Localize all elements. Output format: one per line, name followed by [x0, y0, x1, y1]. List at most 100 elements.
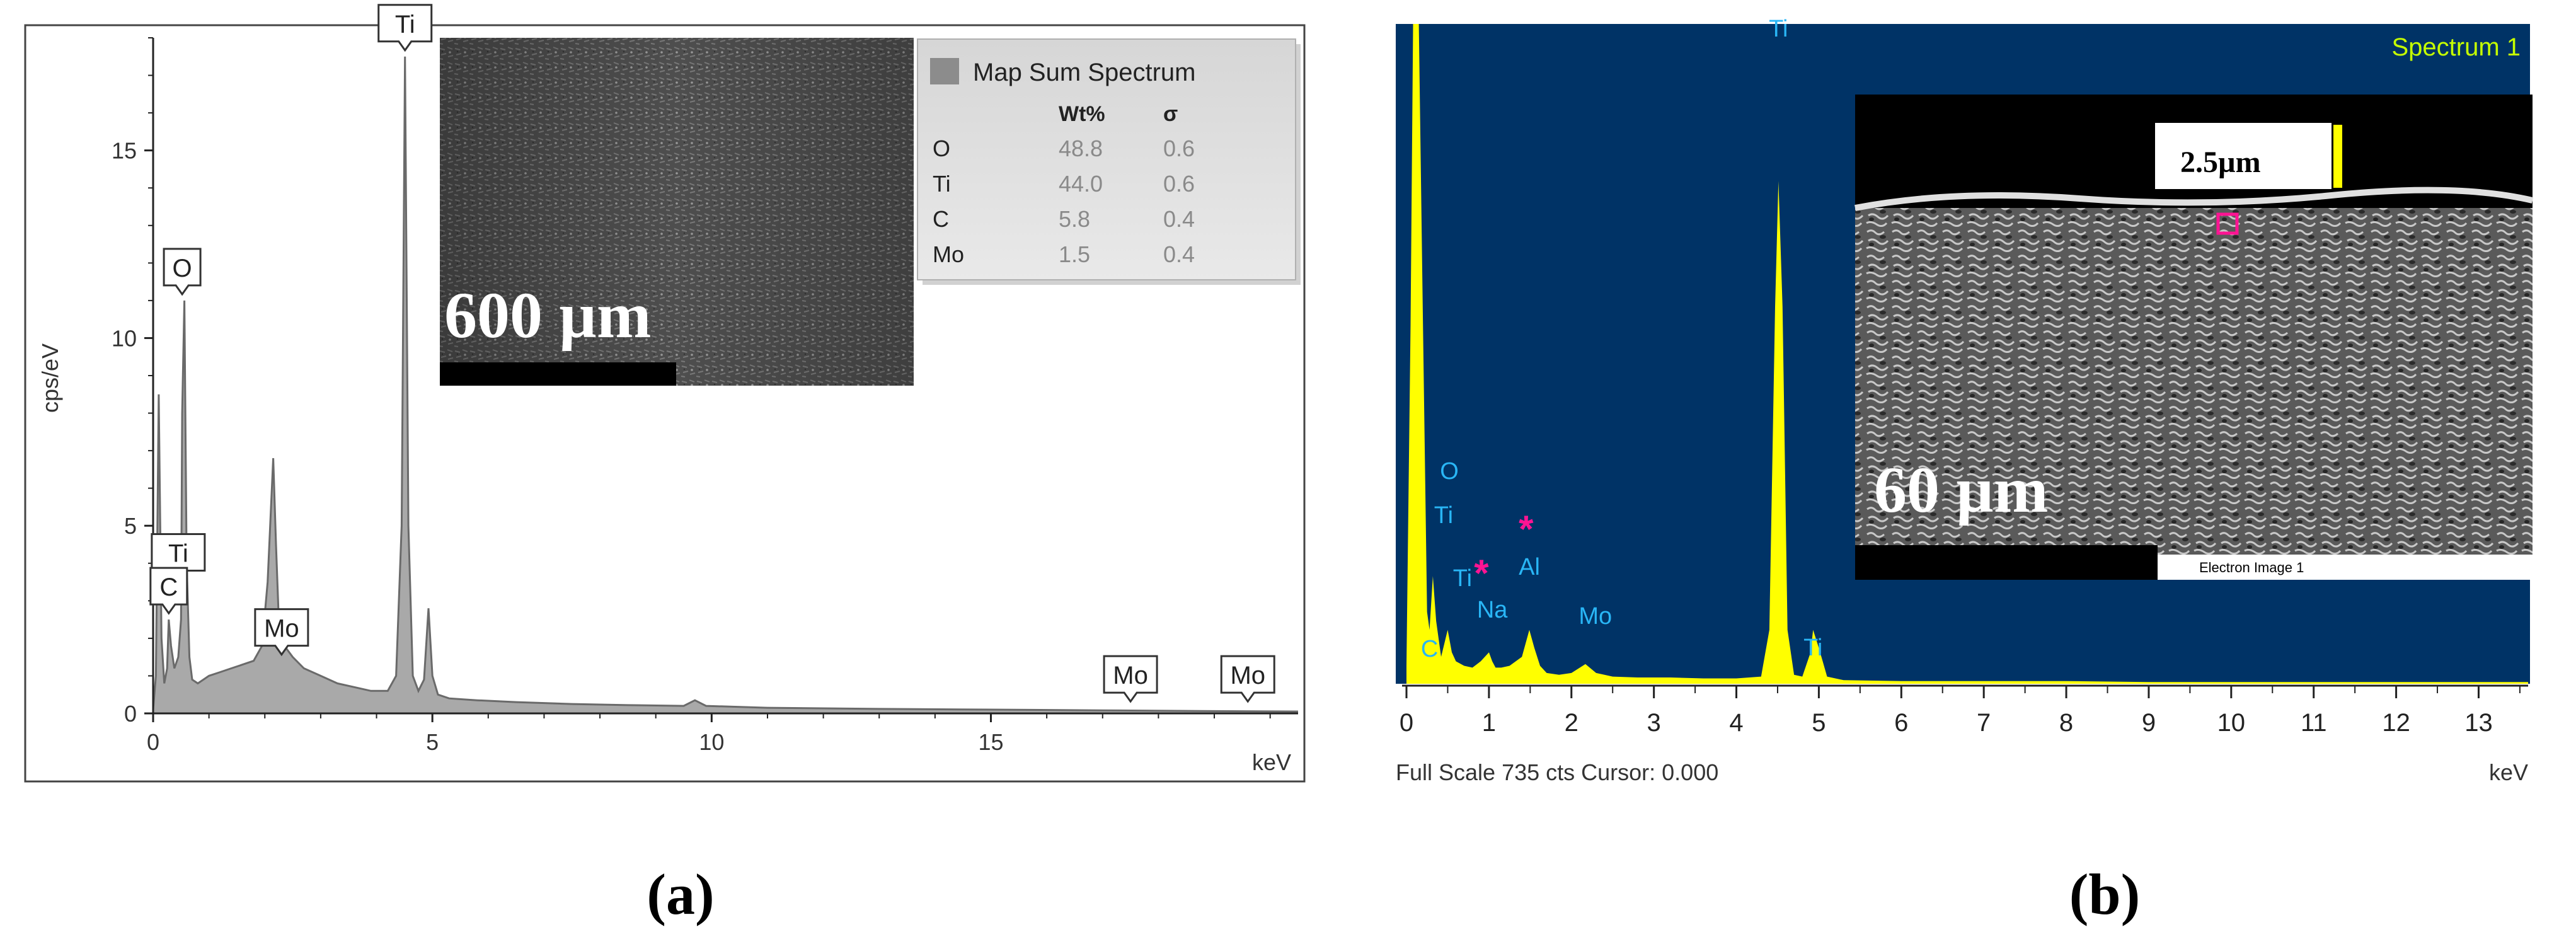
peak-label-a: C [149, 567, 188, 615]
inset-caption-b: Electron Image 1 [2199, 560, 2304, 575]
y-tick-label-a: 15 [112, 138, 137, 164]
spectrum-a-area [153, 56, 1298, 713]
peak-label-text-a: Ti [395, 11, 415, 38]
table-sigma-value: 0.4 [1163, 241, 1195, 267]
table-header-wt: Wt% [1059, 102, 1105, 126]
peak-callout-box [377, 4, 433, 52]
table-element: O [933, 135, 950, 161]
legend-title-a: Map Sum Spectrum [973, 59, 1195, 86]
table-wt-value: 5.8 [1059, 206, 1090, 232]
x-tick-label-b: 8 [2059, 709, 2073, 737]
table-element: Ti [933, 171, 951, 197]
table-element: C [933, 206, 949, 232]
axis-ticks-b: 0 1 2 3 4 5 6 7 8 9 10 11 12 13 [1400, 686, 2521, 737]
scale-label-a: 600 µm [444, 279, 652, 352]
inset-caption-strip-b [2158, 555, 2533, 580]
table-sigma-value: 0.6 [1163, 135, 1195, 161]
peak-label-text-a: C [159, 573, 178, 601]
table-row: O 48.8 0.6 [933, 135, 1195, 161]
panel-b: 0 1 2 3 4 5 6 7 8 9 10 11 12 13 Spectrum 1 Full Scale… [1396, 16, 2534, 791]
x-tick-label-b: 9 [2142, 709, 2156, 737]
peak-label-text-a: Mo [264, 615, 299, 643]
x-tick-label-b: 12 [2382, 709, 2410, 737]
peak-label-a: Ti [377, 4, 433, 52]
element-table-a: Map Sum Spectrum Wt% σ O 48.8 0.6 Ti 44.0 0.6… [917, 38, 1301, 285]
small-scale-box-b [2155, 123, 2332, 189]
peak-callout-box [163, 248, 202, 296]
x-axis-unit-b: keV [2489, 759, 2528, 785]
x-tick-label-b: 13 [2464, 709, 2493, 737]
scale-label-b: 60 µm [1874, 454, 2049, 526]
table-header-sigma: σ [1163, 102, 1178, 126]
y-tick-label-a: 0 [124, 701, 137, 727]
x-tick-label-b: 4 [1729, 709, 1743, 737]
table-row: Ti 44.0 0.6 [933, 171, 1195, 197]
panel-a: 0 5 10 15 0 5 10 15 cps/eV keV Ti O Ti C Mo Mo Mo 600… [24, 4, 1306, 783]
y-tick-label-a: 10 [112, 325, 137, 351]
spectrum-a-line [152, 56, 1299, 713]
peak-label-text-a: Ti [168, 540, 188, 568]
peak-label-b: Al [1519, 554, 1540, 580]
small-scale-label-b: 2.5µm [2180, 146, 2261, 179]
peak-label-a: Mo [1103, 655, 1158, 703]
x-tick-label-a: 0 [147, 729, 159, 755]
x-tick-label-a: 10 [699, 729, 724, 755]
peak-label-text-a: Mo [1230, 662, 1265, 689]
peak-callout-box [254, 608, 309, 657]
x-tick-label-b: 0 [1400, 709, 1413, 737]
y-axis-label-a: cps/eV [37, 343, 63, 413]
x-tick-label-b: 6 [1894, 709, 1908, 737]
x-tick-label-b: 2 [1565, 709, 1578, 737]
table-element: Mo [933, 241, 964, 267]
highlight-marker-b: * [1474, 552, 1489, 594]
scale-bar-b [1855, 545, 2158, 580]
legend-swatch-a [930, 58, 959, 84]
x-tick-label-a: 5 [426, 729, 439, 755]
peak-label-b: Ti [1434, 502, 1453, 529]
peak-label-text-a: Mo [1113, 662, 1148, 689]
axis-ticks-a: 0 5 10 15 0 5 10 15 [112, 37, 1271, 755]
x-tick-label-b: 5 [1812, 709, 1826, 737]
table-wt-value: 44.0 [1059, 171, 1103, 197]
peak-labels-a: Ti O Ti C Mo Mo Mo [149, 4, 1275, 703]
table-sigma-value: 0.6 [1163, 171, 1195, 197]
peak-label-b: Ti [1803, 635, 1822, 661]
peak-label-b: Mo [1578, 603, 1612, 630]
panel-b-axis-strip [1396, 684, 2530, 791]
peak-label-a: Mo [254, 608, 309, 657]
y-tick-label-a: 5 [124, 513, 137, 539]
peak-label-b: C [1421, 636, 1438, 662]
table-rows-a: O 48.8 0.6 Ti 44.0 0.6 C 5.8 0.4 Mo 1.5 0.4 [933, 135, 1195, 267]
x-tick-label-b: 7 [1977, 709, 1991, 737]
peak-callout-box [1103, 655, 1158, 703]
peak-callout-box [1220, 655, 1275, 703]
sem-inset-b: 2.5µm Electron Image 1 60 µm [1854, 95, 2534, 580]
highlight-marker-b: * [1519, 508, 1534, 550]
footer-readout-b: Full Scale 735 cts Cursor: 0.000 [1396, 759, 1718, 785]
caption-a: (a) [647, 862, 714, 926]
spectrum-title-b: Spectrum 1 [2391, 33, 2521, 61]
peak-label-b: O [1440, 458, 1459, 485]
peak-label-b: Ti [1453, 565, 1472, 592]
scale-bar-a [440, 362, 676, 386]
x-axis-unit-a: keV [1252, 749, 1291, 775]
x-tick-label-b: 3 [1647, 709, 1661, 737]
caption-b: (b) [2069, 862, 2140, 926]
peak-label-text-a: O [173, 255, 192, 282]
x-tick-label-b: 11 [2301, 709, 2327, 737]
x-tick-label-b: 10 [2217, 709, 2246, 737]
peak-label-a: Mo [1220, 655, 1275, 703]
sem-inset-a: 600 µm [440, 38, 914, 386]
peak-label-b: Ti [1769, 16, 1788, 42]
peak-callout-box [149, 567, 188, 615]
peak-label-b: Na [1477, 597, 1508, 623]
table-sigma-value: 0.4 [1163, 206, 1195, 232]
table-wt-value: 1.5 [1059, 241, 1090, 267]
peak-label-a: O [163, 248, 202, 296]
table-row: Mo 1.5 0.4 [933, 241, 1195, 267]
table-row: C 5.8 0.4 [933, 206, 1195, 232]
x-tick-label-a: 15 [978, 729, 1003, 755]
analysis-spot-marker [2216, 212, 2239, 235]
